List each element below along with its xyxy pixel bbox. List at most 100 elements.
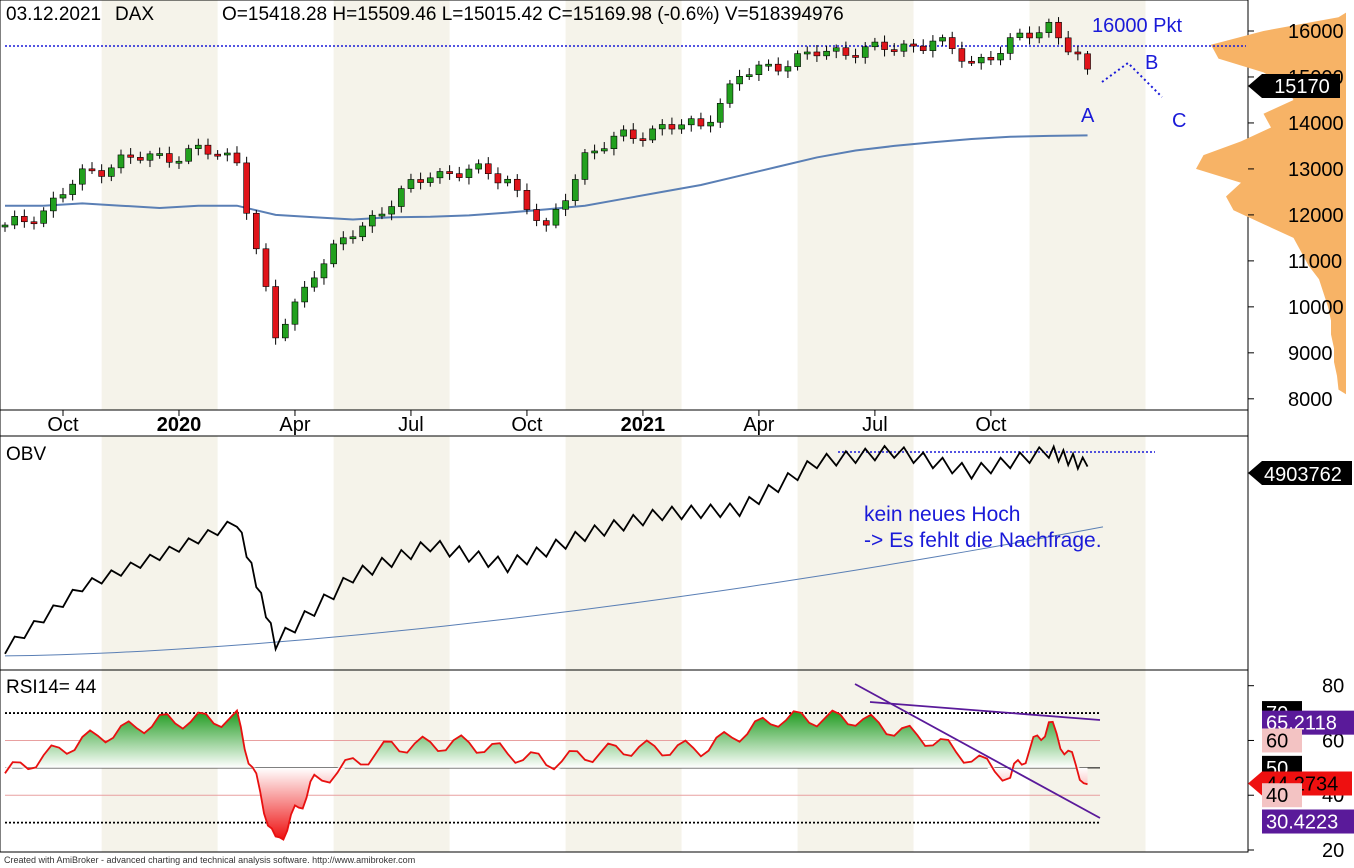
candle-up xyxy=(224,152,231,156)
price-tick-label: 8000 xyxy=(1288,389,1333,411)
rsi-tag-bg xyxy=(1262,728,1302,753)
rsi-trendline-support xyxy=(854,683,1101,819)
candle-up xyxy=(320,263,328,279)
header-symbol: DAX xyxy=(115,4,154,25)
last-price-tag: 15170 xyxy=(1248,74,1340,98)
candle-up xyxy=(562,200,569,210)
candle-up xyxy=(929,40,937,51)
x-tick-label: Jul xyxy=(862,414,888,436)
obv-annotation-line2: -> Es fehlt die Nachfrage. xyxy=(864,529,1102,552)
candle-up xyxy=(900,43,908,52)
candle-up xyxy=(349,236,357,240)
rsi-trendline-resistance xyxy=(869,701,1101,721)
candlesticks xyxy=(1,17,1091,345)
price-tick-label: 14000 xyxy=(1288,113,1344,135)
candle-down xyxy=(214,153,221,157)
candle-down xyxy=(890,49,898,52)
candle-up xyxy=(803,51,811,55)
candle-up xyxy=(600,148,608,152)
candle-up xyxy=(339,237,347,245)
rsi-tag-label: 30.4223 xyxy=(1266,812,1338,834)
candle-down xyxy=(697,118,705,127)
candle-down xyxy=(958,48,966,62)
month-bands xyxy=(101,0,1146,410)
price-panel xyxy=(0,0,1249,411)
candle-up xyxy=(726,83,734,104)
quarter-band xyxy=(797,436,914,670)
candle-down xyxy=(813,51,821,57)
candle-down xyxy=(417,179,424,183)
candle-up xyxy=(40,210,47,224)
candle-down xyxy=(21,216,28,223)
candle-up xyxy=(426,177,434,183)
candle-down xyxy=(852,55,859,58)
x-tick-label: Oct xyxy=(975,414,1007,436)
candle-down xyxy=(262,248,270,287)
projected-wave-path xyxy=(1101,61,1163,98)
candle-up xyxy=(368,214,376,227)
rsi-title: RSI14= 44 xyxy=(6,677,97,698)
footer-credit: Created with AmiBroker - advanced charti… xyxy=(4,855,416,865)
candle-down xyxy=(948,37,956,49)
candle-down xyxy=(137,157,144,161)
candle-down xyxy=(1084,53,1091,70)
candle-up xyxy=(571,179,579,201)
price-tick-label: 9000 xyxy=(1288,343,1333,365)
candle-up xyxy=(11,216,18,226)
candle-down xyxy=(166,153,173,163)
candle-up xyxy=(755,64,763,75)
obv-title: OBV xyxy=(6,444,46,465)
candle-up xyxy=(784,66,792,72)
candle-up xyxy=(649,128,656,141)
header-date: 03.12.2021 xyxy=(6,4,101,25)
price-tick-label: 10000 xyxy=(1288,297,1344,319)
xaxis-panel xyxy=(0,409,1249,437)
time-axis: Oct 2020 Apr Jul Oct 2021 Apr Jul Oct xyxy=(47,410,1007,436)
moving-average-line xyxy=(5,134,1088,221)
candle-up xyxy=(388,206,395,215)
candle-down xyxy=(842,47,850,56)
rsi-tick-label: 20 xyxy=(1322,840,1344,862)
obv-panel xyxy=(0,435,1249,671)
candle-up xyxy=(823,50,830,57)
month-bands xyxy=(101,436,1146,670)
quarter-band xyxy=(101,436,218,670)
candle-up xyxy=(687,118,695,126)
candle-up xyxy=(658,124,666,130)
candle-down xyxy=(1026,32,1033,39)
quarter-band xyxy=(797,0,914,410)
candle-up xyxy=(581,152,589,180)
candle-up xyxy=(310,277,318,288)
rsi-overbought-fill xyxy=(5,710,1088,768)
wave-label-a: A xyxy=(1081,105,1095,127)
candle-up xyxy=(591,150,598,154)
candle-up xyxy=(610,135,618,149)
candle-down xyxy=(774,63,782,72)
candle-down xyxy=(881,41,888,50)
candle-up xyxy=(832,47,840,52)
price-tick-label: 16000 xyxy=(1288,21,1344,43)
candle-down xyxy=(533,209,540,221)
candle-down xyxy=(910,43,917,47)
obv-last-tag: 4903762 xyxy=(1248,461,1352,486)
candle-up xyxy=(59,194,67,199)
target-label: 16000 Pkt xyxy=(1092,15,1183,37)
candle-up xyxy=(50,197,57,212)
price-tick-label: 11000 xyxy=(1288,251,1342,273)
candle-down xyxy=(1074,51,1082,55)
candle-down xyxy=(272,286,279,339)
candle-up xyxy=(997,53,1004,61)
x-tick-label: 2021 xyxy=(621,414,666,436)
candle-up xyxy=(939,37,946,42)
candle-up xyxy=(185,148,192,162)
candle-down xyxy=(88,168,96,172)
candle-down xyxy=(30,221,38,225)
candle-down xyxy=(98,170,105,177)
candle-up xyxy=(475,163,482,170)
candle-up xyxy=(407,179,415,189)
candle-down xyxy=(253,212,260,250)
candle-up xyxy=(504,178,511,184)
obv-title-bg xyxy=(2,440,62,464)
